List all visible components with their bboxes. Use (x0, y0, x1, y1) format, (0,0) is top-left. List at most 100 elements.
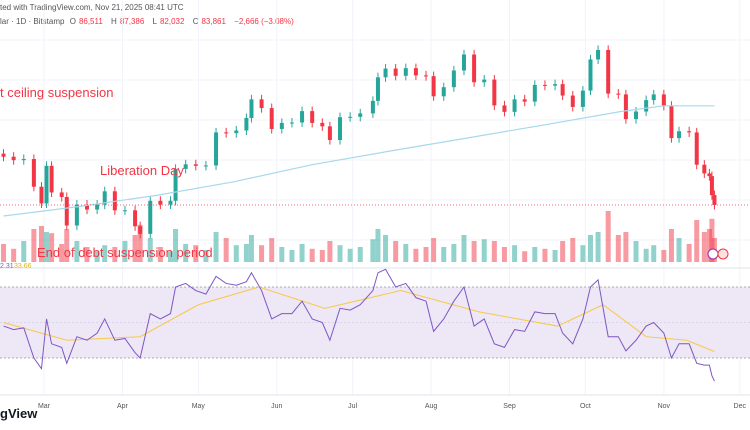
volume-bar (370, 239, 376, 262)
volume-bar (471, 241, 477, 262)
candle-body (694, 132, 699, 165)
candle-body (95, 204, 100, 210)
low-label: L (152, 17, 157, 26)
candle-body (289, 122, 294, 124)
symbol-label[interactable]: lar · 1D · Bitstamp (0, 17, 65, 26)
candle-body (580, 90, 585, 107)
annotation-liberation-day: Liberation Day (100, 163, 184, 178)
volume-bar (168, 251, 173, 262)
x-tick-label: Mar (38, 403, 51, 410)
volume-bar (522, 251, 528, 262)
volume-bar (560, 241, 566, 262)
volume-bar (512, 245, 518, 262)
candle-body (358, 113, 363, 117)
candle-body (203, 165, 208, 167)
x-tick-label: Apr (117, 403, 129, 410)
volume-bar (74, 241, 80, 262)
candle-body (39, 186, 44, 204)
candle-body (424, 75, 429, 77)
volume-bar (441, 247, 447, 262)
candle-body (49, 165, 54, 193)
volume-bar (122, 241, 128, 262)
change-value: −2,666 (−3.08%) (234, 17, 294, 26)
candle-body (634, 111, 639, 120)
candle-body (183, 164, 188, 169)
candle-body (259, 99, 264, 109)
candle-body (441, 87, 446, 97)
candle-body (677, 131, 682, 139)
volume-bar (532, 247, 538, 262)
x-tick-label: Aug (425, 403, 438, 410)
candle-body (709, 176, 714, 196)
volume-bar (595, 232, 601, 262)
volume-bar (173, 229, 179, 262)
volume-bar (223, 238, 229, 262)
volume-bar (431, 238, 437, 262)
annotation-debt-ceiling: t ceiling suspension (0, 85, 114, 100)
x-tick-label: Oct (580, 403, 591, 410)
candle-body (532, 84, 537, 102)
volume-bar (491, 241, 497, 262)
candle-body (168, 200, 173, 205)
rsi-ma-line (3, 286, 715, 352)
volume-bar (84, 247, 90, 262)
volume-bar (633, 241, 639, 262)
volume-bar (337, 245, 343, 262)
tradingview-logo: gView (0, 406, 38, 421)
volume-bar (580, 245, 586, 262)
volume-bar (102, 245, 108, 262)
volume-bar (132, 235, 138, 262)
volume-bar (1, 244, 7, 262)
candle-body (570, 95, 575, 107)
candle-body (661, 94, 666, 106)
candle-body (451, 70, 456, 88)
volume-bar (289, 250, 295, 262)
volume-bar (357, 247, 363, 262)
published-note: ted with TradingView.com, Nov 21, 2025 0… (0, 3, 184, 12)
volume-bar (605, 211, 611, 262)
volume-bar (279, 247, 285, 262)
x-tick-label: Sep (503, 403, 516, 410)
candle-body (138, 226, 143, 234)
moving-average-line (3, 105, 715, 217)
volume-bar (413, 248, 419, 262)
volume-bar (383, 235, 389, 262)
candle-body (712, 195, 717, 205)
candle-body (279, 122, 284, 129)
candle-body (707, 173, 712, 177)
candle-body (224, 132, 229, 134)
volume-bar (269, 238, 275, 262)
volume-bar (319, 250, 325, 262)
volume-bar (248, 235, 254, 262)
volume-bar (403, 244, 409, 262)
rsi-ma-value: 33.66 (14, 263, 32, 270)
volume-bar (542, 248, 548, 262)
volume-bar (375, 229, 381, 262)
open-label: O (69, 17, 76, 26)
candle-body (64, 197, 69, 226)
candle-body (133, 210, 138, 227)
volume-bar (706, 229, 712, 262)
volume-bar (501, 247, 507, 262)
candle-body (244, 117, 249, 131)
volume-bar (423, 247, 429, 262)
volume-bar (112, 247, 118, 262)
candle-body (1, 153, 6, 157)
candle-body (413, 68, 418, 76)
candle-body (11, 156, 16, 161)
candle-body (21, 159, 26, 161)
volume-bar (686, 244, 692, 262)
candle-body (320, 122, 325, 127)
candle-body (338, 117, 343, 140)
low-value: 82,032 (159, 17, 185, 26)
volume-bar (552, 250, 558, 262)
volume-bar (137, 224, 143, 262)
x-tick-label: Dec (734, 403, 747, 410)
candle-body (461, 54, 466, 71)
candle-body (269, 108, 274, 129)
volume-bar (31, 229, 37, 262)
candle-body (702, 164, 707, 174)
candle-body (651, 94, 656, 101)
candle-body (616, 93, 621, 95)
